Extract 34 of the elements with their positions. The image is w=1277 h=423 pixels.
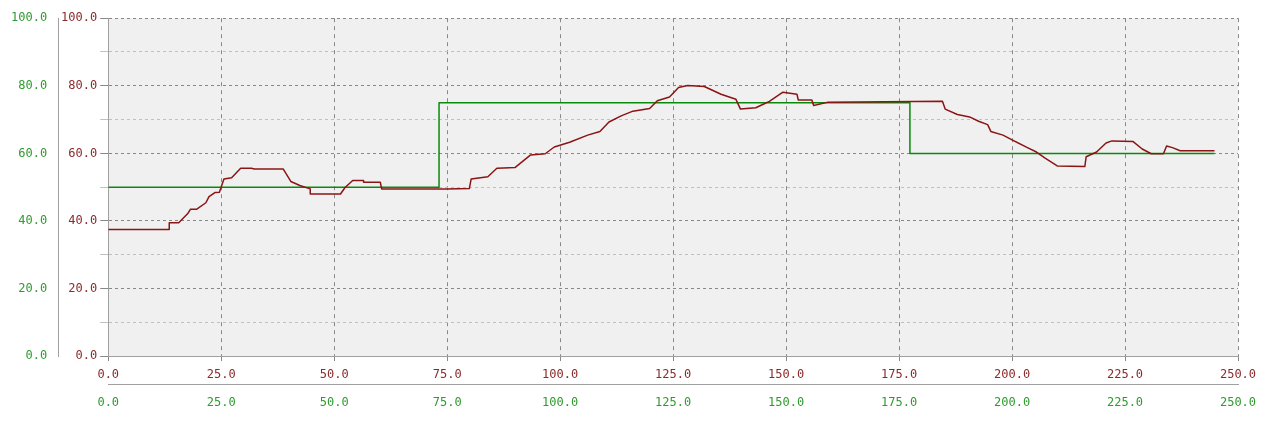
- y2-tick-label: 20.0: [68, 280, 98, 295]
- y2-tick-label: 100.0: [61, 10, 98, 25]
- y2-tick-label: 40.0: [68, 213, 98, 228]
- x2-tick-label: 150.0: [768, 394, 805, 409]
- y-tick-label: 40.0: [18, 213, 48, 228]
- x-tick-label: 50.0: [319, 366, 349, 381]
- x2-tick-label: 100.0: [542, 394, 579, 409]
- x2-tick-label: 250.0: [1219, 394, 1257, 409]
- y2-tick-label: 0.0: [75, 348, 98, 363]
- x-tick-label: 225.0: [1106, 366, 1144, 381]
- y-tick-label: 80.0: [18, 77, 48, 92]
- x2-tick-label: 125.0: [655, 394, 692, 409]
- x-tick-label: 200.0: [993, 366, 1031, 381]
- x-tick-label: 100.0: [542, 366, 579, 381]
- x-tick-label: 0.0: [97, 366, 120, 381]
- x-tick-label: 150.0: [768, 366, 805, 381]
- y-tick-label: 60.0: [18, 145, 48, 160]
- x2-tick-label: 200.0: [993, 394, 1031, 409]
- y-tick-label: 100.0: [11, 10, 48, 25]
- x-tick-label: 175.0: [881, 366, 918, 381]
- x2-tick-label: 25.0: [206, 394, 236, 409]
- y-tick-label: 20.0: [18, 280, 48, 295]
- x2-tick-label: 225.0: [1106, 394, 1144, 409]
- y2-tick-label: 80.0: [68, 77, 98, 92]
- x2-tick-label: 0.0: [97, 394, 120, 409]
- x-tick-label: 125.0: [655, 366, 692, 381]
- x-tick-label: 250.0: [1219, 366, 1257, 381]
- y2-tick-label: 60.0: [68, 145, 98, 160]
- y-tick-label: 0.0: [25, 348, 48, 363]
- x2-tick-label: 175.0: [881, 394, 918, 409]
- x2-tick-label: 75.0: [432, 394, 462, 409]
- x-tick-label: 75.0: [432, 366, 462, 381]
- x2-tick-label: 50.0: [319, 394, 349, 409]
- x-tick-label: 25.0: [206, 366, 236, 381]
